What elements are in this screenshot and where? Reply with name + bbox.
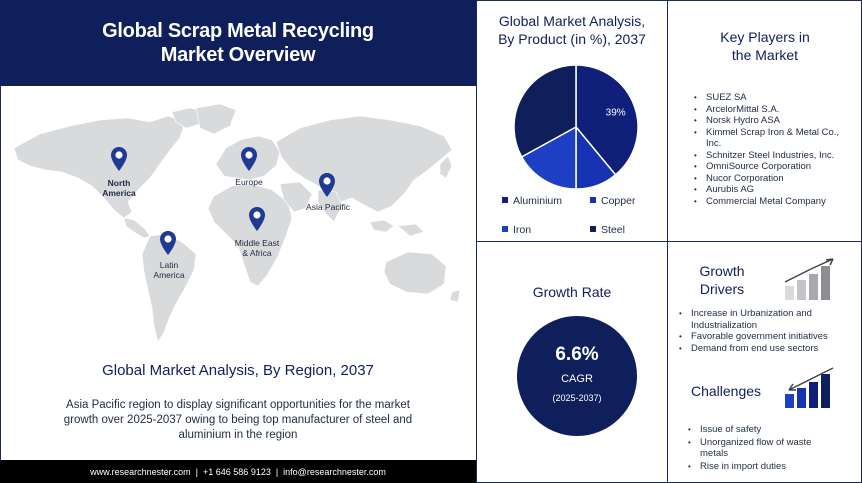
latin-america-label: Latin America [153,260,185,280]
legend-swatch-iron [502,226,508,232]
pie-slice-iron [520,125,577,190]
north-america-label: North America [102,178,136,198]
growth-rate-value: 6.6% [555,344,599,365]
legend-swatch-copper [590,197,596,203]
growth-rate-period: (2025-2037) [552,393,602,403]
divider-horizontal [476,241,862,242]
list-item: Demand from end use sectors [677,343,857,355]
region-section-description: Asia Pacific region to display significa… [63,399,413,441]
title-line-1: Global Scrap Metal Recycling [102,20,374,42]
middle-east-africa-pin-icon [249,207,265,231]
legend-item-copper: Copper [590,195,635,207]
growth-drivers-list: Increase in Urbanization and Industriali… [677,308,857,354]
north-america-pin-icon [111,147,127,171]
world-map-graphic [13,103,461,343]
title-banner: Global Scrap Metal Recycling Market Over… [0,0,476,86]
legend-item-iron: Iron [502,224,531,236]
legend-item-aluminium: Aluminium [502,195,562,207]
list-item: Increase in Urbanization and Industriali… [677,308,857,331]
key-players-title: Key Players in the Market [720,29,810,63]
list-item: Unorganized flow of waste metals [686,437,826,460]
asia-pacific-label: Asia Pacific [306,202,350,212]
product-section-title: Global Market Analysis, By Product (in %… [498,13,646,47]
world-map: North America Europe Asia Pacific Middle … [0,86,476,356]
list-item: ArcelorMittal S.A. [694,104,854,116]
legend-swatch-steel [590,226,596,232]
list-item: Norsk Hydro ASA [694,115,854,127]
list-item: Issue of safety [686,424,826,436]
asia-pacific-pin-icon [319,173,335,197]
europe-label: Europe [235,177,263,187]
list-item: Schnitzer Steel Industries, Inc. [694,150,854,162]
legend-swatch-aluminium [502,197,508,203]
growth-rate-unit: CAGR [561,373,593,385]
list-item: Commercial Metal Company [694,196,854,208]
list-item: Kimmel Scrap Iron & Metal Co., Inc. [694,127,854,150]
growth-drivers-title: Growth Drivers [699,263,745,297]
list-item: OmniSource Corporation [694,161,854,173]
challenges-list: Issue of safety Unorganized flow of wast… [686,424,826,473]
europe-pin-icon [241,147,257,171]
growth-rate-title: Growth Rate [532,284,612,300]
middle-east-africa-label: Middle East & Africa [234,238,280,258]
list-item: SUEZ SA [694,92,854,104]
growth-rate-circle: 6.6% CAGR (2025-2037) [517,316,637,436]
title-line-2: Market Overview [160,44,316,66]
footer-contact: www.researchnester.com | +1 646 586 9123… [0,460,476,483]
list-item: Rise in import duties [686,461,826,473]
footer-text: www.researchnester.com | +1 646 586 9123… [90,466,386,477]
list-item: Nucor Corporation [694,173,854,185]
region-section-title: Global Market Analysis, By Region, 2037 [102,362,374,379]
challenges-title: Challenges [690,383,762,399]
key-players-list: SUEZ SA ArcelorMittal S.A. Norsk Hydro A… [694,92,854,207]
pie-slice-aluminium [575,64,639,176]
pie-data-label-aluminium: 39% [606,108,626,119]
list-item: Aurubis AG [694,184,854,196]
product-pie-chart: 39% [513,64,639,190]
pie-slice-steel [513,64,577,158]
page-title: Global Scrap Metal Recycling Market Over… [102,19,374,67]
legend-item-steel: Steel [590,224,625,236]
rising-bars-icon [784,258,834,300]
latin-america-pin-icon [160,231,176,255]
list-item: Favorable government initiatives [677,331,857,343]
declining-bars-icon [785,367,834,408]
